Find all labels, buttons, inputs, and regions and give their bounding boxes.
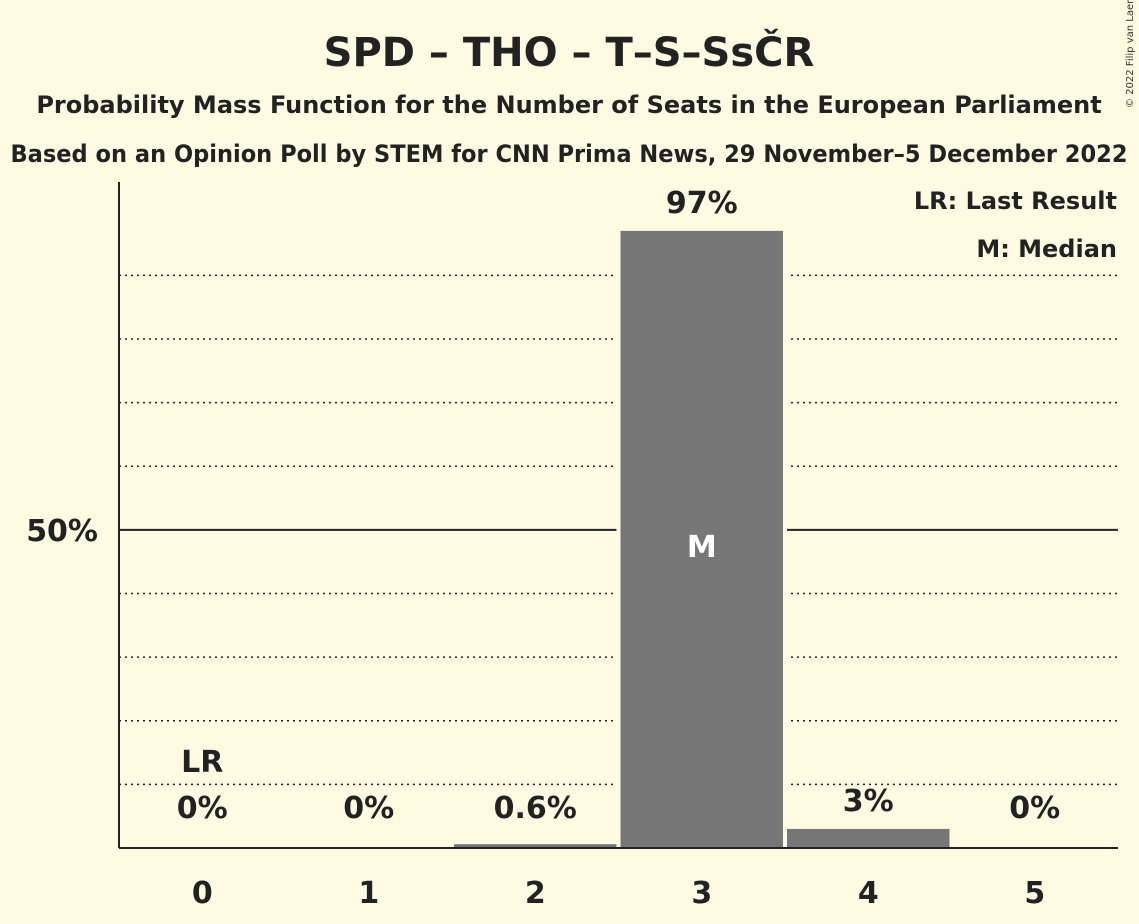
data-label: 3%	[843, 784, 894, 819]
y-tick-label: 50%	[26, 514, 98, 549]
legend-median: M: Median	[976, 235, 1117, 263]
x-tick-label: 0	[192, 876, 213, 911]
bar	[454, 844, 617, 848]
bar	[620, 230, 783, 848]
median-marker: M	[687, 530, 717, 565]
data-label: 0%	[177, 791, 228, 826]
bar	[787, 828, 950, 848]
bar-halo	[450, 840, 621, 848]
chart-subtitle: Probability Mass Function for the Number…	[36, 91, 1101, 119]
chart-title: SPD – THO – T–S–SsČR	[324, 28, 815, 76]
x-tick-label: 5	[1024, 876, 1045, 911]
x-tick-label: 4	[858, 876, 879, 911]
legend-last-result: LR: Last Result	[914, 187, 1117, 215]
data-label: 0%	[1009, 791, 1060, 826]
x-tick-label: 1	[358, 876, 379, 911]
data-label: 97%	[666, 186, 738, 221]
x-tick-label: 2	[525, 876, 546, 911]
data-label: 0%	[343, 791, 394, 826]
copyright-credit: © 2022 Filip van Laenen	[1125, 0, 1136, 108]
last-result-marker: LR	[181, 745, 223, 780]
plot-area: 50%0 1 2 3 4 50% 0% 0.6%97%3% 0%LRM	[26, 182, 1118, 911]
x-tick-label: 3	[691, 876, 712, 911]
data-label: 0.6%	[494, 791, 577, 826]
chart-source: Based on an Opinion Poll by STEM for CNN…	[11, 140, 1128, 168]
